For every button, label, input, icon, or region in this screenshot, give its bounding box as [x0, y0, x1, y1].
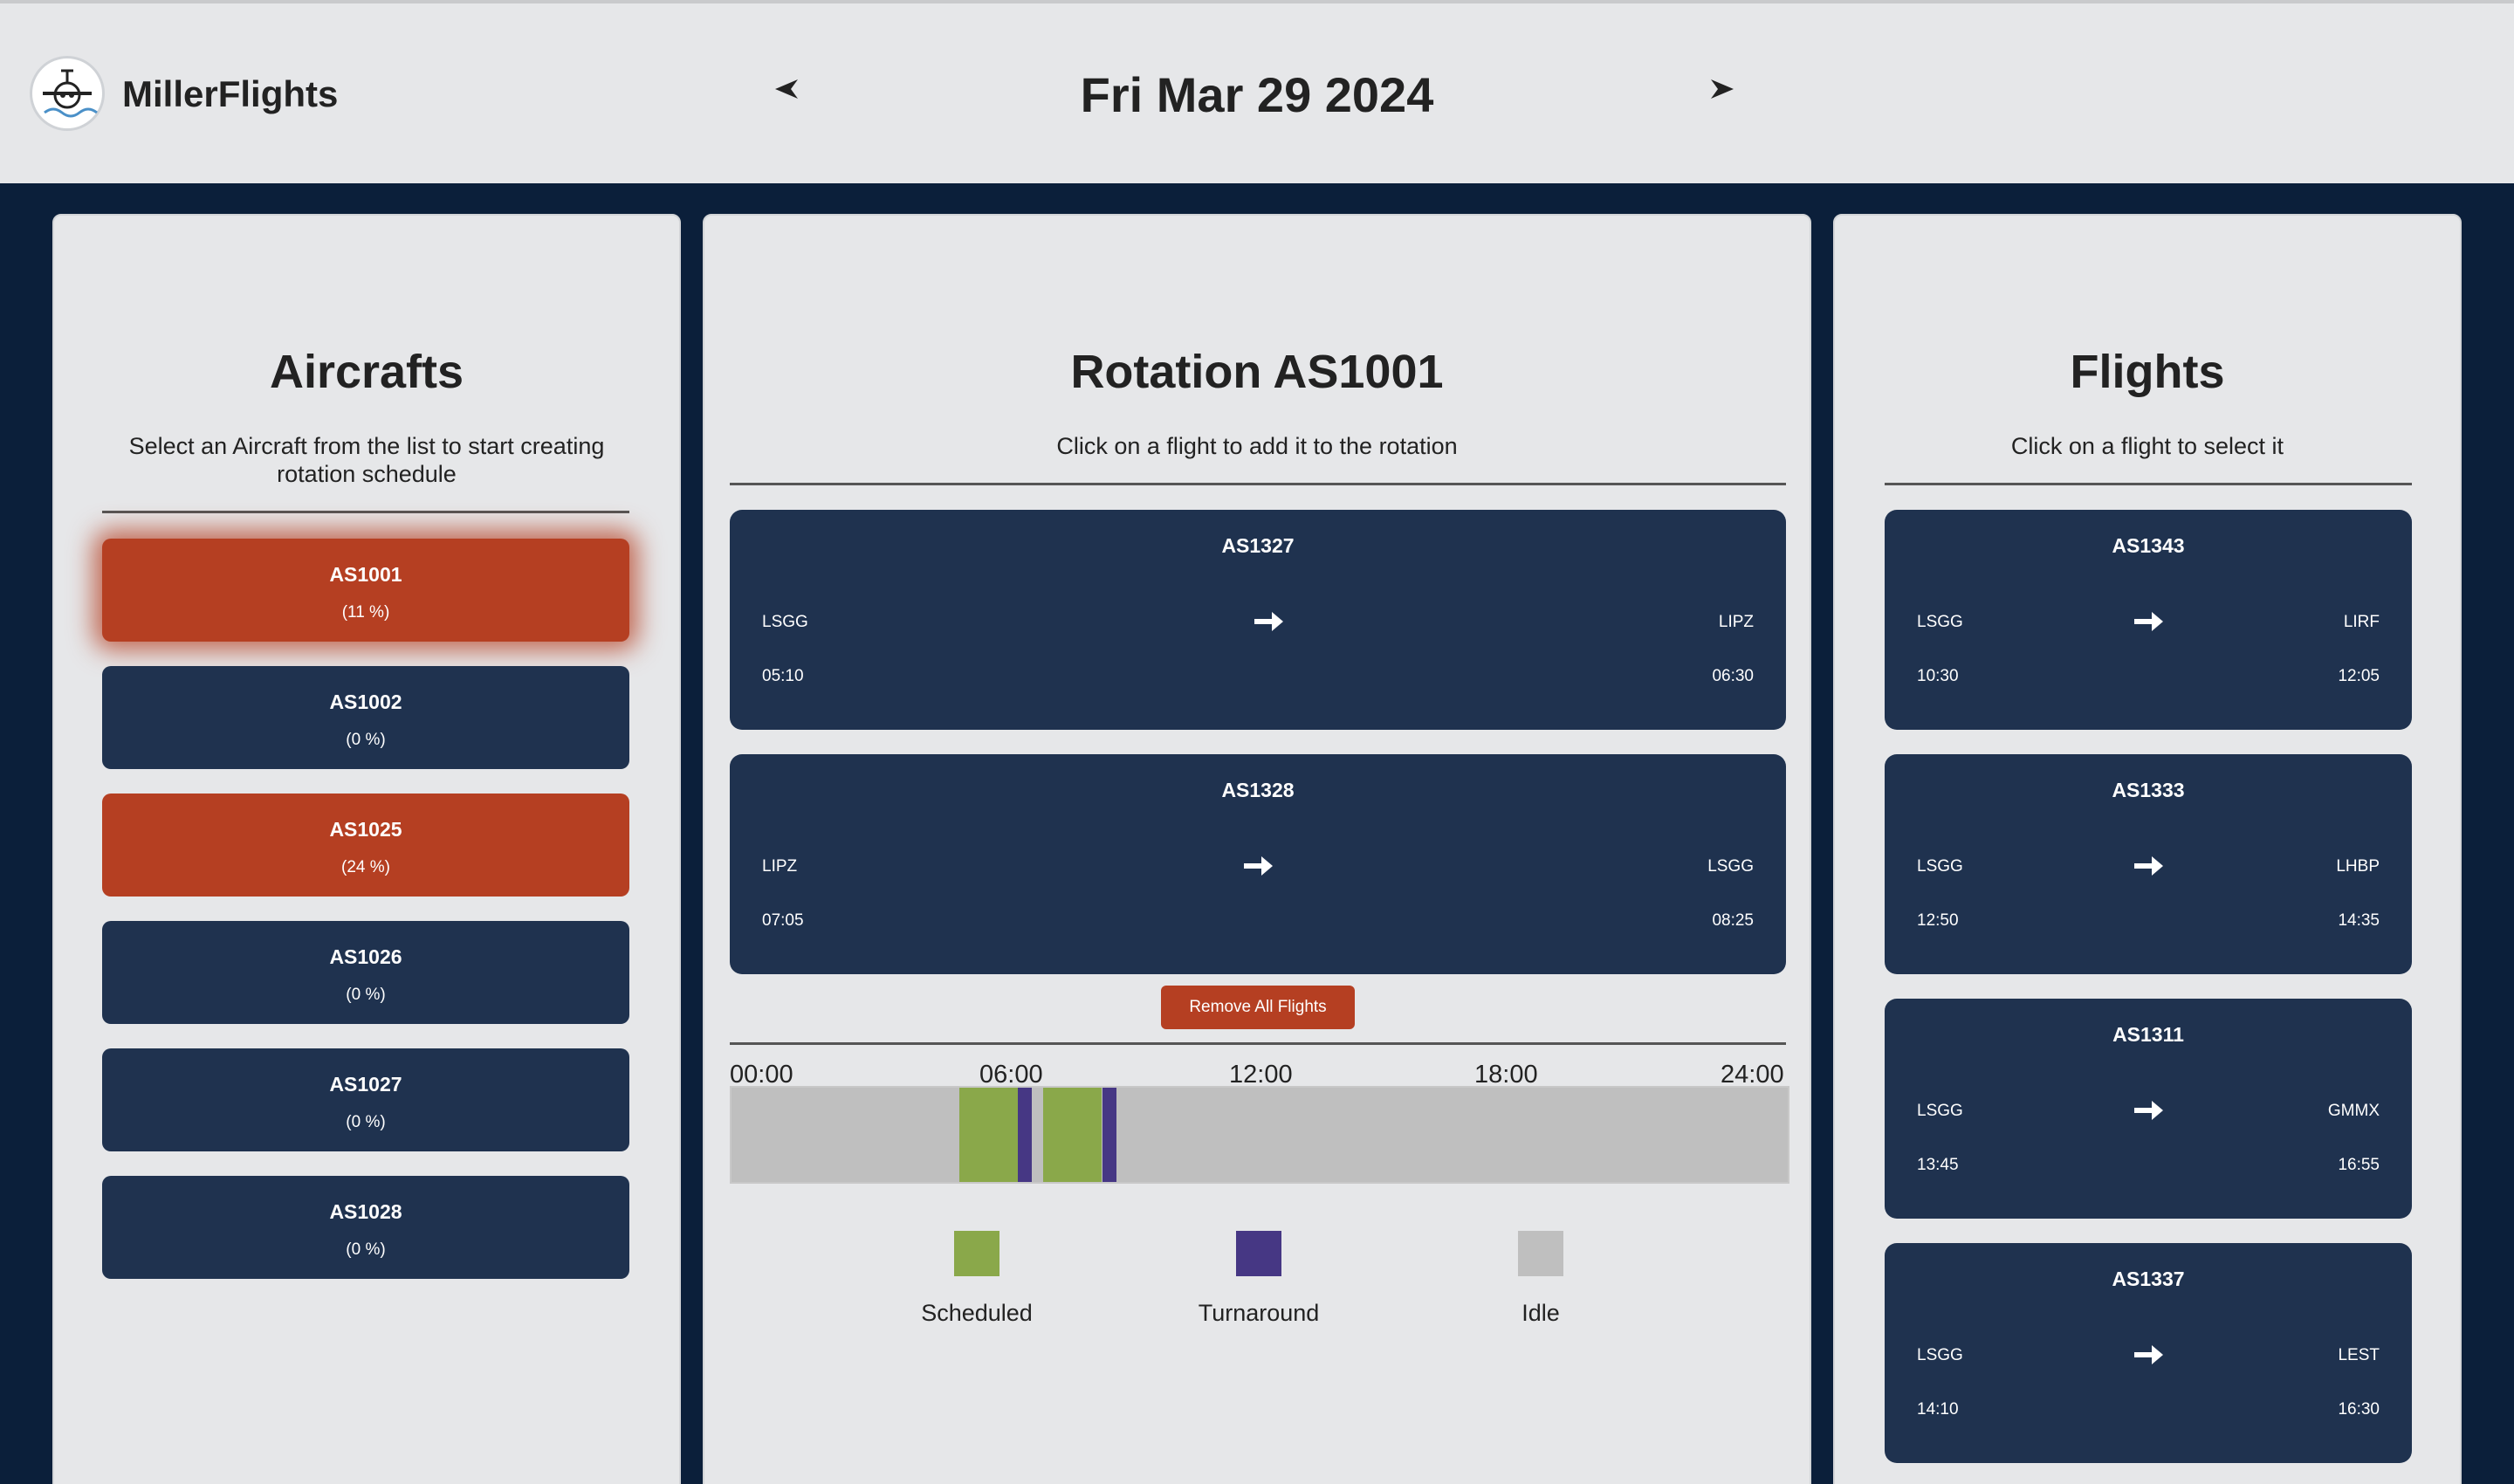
rotation-subtitle: Click on a flight to add it to the rotat…: [1056, 433, 1458, 459]
flights-title: Flights: [2070, 346, 2225, 398]
aircraft-utilization: (0 %): [346, 1240, 386, 1259]
arrival-time: 08:25: [1712, 911, 1754, 930]
arrival-time: 06:30: [1712, 667, 1754, 685]
divider: [730, 483, 1786, 485]
rotation-panel: Rotation AS1001 Click on a flight to add…: [703, 214, 1811, 1484]
aircraft-id: AS1028: [329, 1200, 402, 1223]
aircraft-id: AS1002: [329, 690, 402, 713]
destination-airport: GMMX: [2327, 1102, 2380, 1120]
timeline-segment-scheduled: [958, 1088, 1018, 1182]
arrow-right-icon: [2134, 1345, 2163, 1364]
legend-label: Scheduled: [921, 1300, 1033, 1326]
next-day-button[interactable]: [1709, 75, 1735, 108]
rotation-timeline: [730, 1086, 1789, 1184]
aircrafts-title: Aircrafts: [269, 346, 464, 398]
arrival-time: 12:05: [2338, 667, 2380, 685]
origin-airport: LSGG: [1917, 1346, 1963, 1364]
destination-airport: LEST: [2338, 1346, 2380, 1364]
divider: [730, 1042, 1786, 1045]
origin-airport: LSGG: [1917, 857, 1963, 876]
arrow-right-icon: [2134, 612, 2163, 631]
timeline-segment-turnaround: [1102, 1088, 1117, 1182]
flight-id: AS1343: [2112, 534, 2185, 557]
legend-swatch-turnaround: [1236, 1231, 1281, 1276]
legend-swatch-idle: [1518, 1231, 1563, 1276]
aircrafts-subtitle: Select an Aircraft from the list to star…: [128, 433, 605, 487]
arrow-right-icon: [2134, 1101, 2163, 1120]
departure-time: 13:45: [1917, 1156, 1959, 1174]
destination-airport: LIPZ: [1718, 613, 1754, 631]
aircraft-utilization: (24 %): [341, 858, 390, 876]
aircraft-id: AS1001: [329, 563, 402, 586]
flight-id: AS1337: [2112, 1268, 2185, 1290]
flights-subtitle: Click on a flight to select it: [2010, 433, 2284, 459]
aircraft-id: AS1025: [329, 818, 402, 841]
legend-label: Turnaround: [1198, 1300, 1320, 1326]
departure-time: 14:10: [1917, 1400, 1959, 1419]
aircraft-id: AS1027: [329, 1073, 402, 1096]
prev-day-button[interactable]: [773, 75, 800, 108]
rotation-title: Rotation AS1001: [1070, 346, 1444, 398]
arrival-time: 14:35: [2338, 911, 2380, 930]
timeline-tick: 00:00: [730, 1061, 793, 1089]
rotation-flight-card[interactable]: AS1328 LIPZ LSGG 07:05 08:25: [730, 754, 1786, 974]
arrow-right-icon: [1244, 856, 1273, 876]
departure-time: 05:10: [762, 667, 804, 685]
aircraft-item-2[interactable]: AS1025 (24 %): [102, 794, 629, 897]
aircraft-item-0[interactable]: AS1001 (11 %): [102, 539, 629, 642]
destination-airport: LSGG: [1707, 857, 1754, 876]
aircraft-utilization: (0 %): [346, 986, 386, 1004]
origin-airport: LSGG: [1917, 613, 1963, 631]
arrow-right-icon: [1711, 79, 1734, 99]
aircraft-id: AS1026: [329, 945, 402, 968]
aircraft-item-3[interactable]: AS1026 (0 %): [102, 921, 629, 1024]
timeline-tick: 12:00: [1229, 1061, 1293, 1089]
origin-airport: LSGG: [762, 613, 808, 631]
timeline-tick: 18:00: [1474, 1061, 1538, 1089]
timeline-tick: 24:00: [1721, 1061, 1784, 1089]
flight-card[interactable]: AS1311 LSGG GMMX 13:45 16:55: [1885, 999, 2412, 1219]
departure-time: 10:30: [1917, 667, 1959, 685]
legend-label: Idle: [1521, 1300, 1560, 1326]
aircraft-utilization: (0 %): [346, 1113, 386, 1131]
flight-id: AS1328: [1221, 779, 1295, 801]
aircraft-item-4[interactable]: AS1027 (0 %): [102, 1048, 629, 1151]
flight-card[interactable]: AS1343 LSGG LIRF 10:30 12:05: [1885, 510, 2412, 730]
top-header: MillerFlights Fri Mar 29 2024: [0, 0, 2514, 183]
origin-airport: LIPZ: [762, 857, 798, 876]
arrow-right-icon: [1254, 612, 1283, 631]
destination-airport: LHBP: [2336, 857, 2380, 876]
current-date: Fri Mar 29 2024: [1080, 67, 1434, 122]
aircraft-item-5[interactable]: AS1028 (0 %): [102, 1176, 629, 1279]
divider: [1885, 483, 2412, 485]
flight-id: AS1333: [2112, 779, 2185, 801]
aircraft-utilization: (0 %): [346, 731, 386, 749]
legend-swatch-scheduled: [954, 1231, 999, 1276]
timeline-segment-scheduled: [1042, 1088, 1102, 1182]
logo-icon: [30, 56, 105, 131]
flights-panel: Flights Click on a flight to select it A…: [1833, 214, 2462, 1484]
remove-all-flights-button[interactable]: Remove All Flights: [1161, 986, 1355, 1029]
departure-time: 07:05: [762, 911, 804, 930]
flight-card[interactable]: AS1333 LSGG LHBP 12:50 14:35: [1885, 754, 2412, 974]
timeline-segment-turnaround: [1017, 1088, 1033, 1182]
departure-time: 12:50: [1917, 911, 1959, 930]
destination-airport: LIRF: [2343, 613, 2380, 631]
divider: [102, 511, 629, 513]
arrival-time: 16:30: [2338, 1400, 2380, 1419]
origin-airport: LSGG: [1917, 1102, 1963, 1120]
timeline-tick: 06:00: [979, 1061, 1043, 1089]
arrow-left-icon: [775, 79, 798, 99]
rotation-flight-card[interactable]: AS1327 LSGG LIPZ 05:10 06:30: [730, 510, 1786, 730]
aircrafts-panel: Aircrafts Select an Aircraft from the li…: [52, 214, 681, 1484]
flight-card[interactable]: AS1337 LSGG LEST 14:10 16:30: [1885, 1243, 2412, 1463]
flight-id: AS1311: [2112, 1023, 2184, 1046]
aircraft-item-1[interactable]: AS1002 (0 %): [102, 666, 629, 769]
arrow-right-icon: [2134, 856, 2163, 876]
brand-name: MillerFlights: [122, 73, 339, 114]
aircraft-utilization: (11 %): [341, 603, 390, 622]
flight-id: AS1327: [1221, 534, 1295, 557]
arrival-time: 16:55: [2338, 1156, 2380, 1174]
